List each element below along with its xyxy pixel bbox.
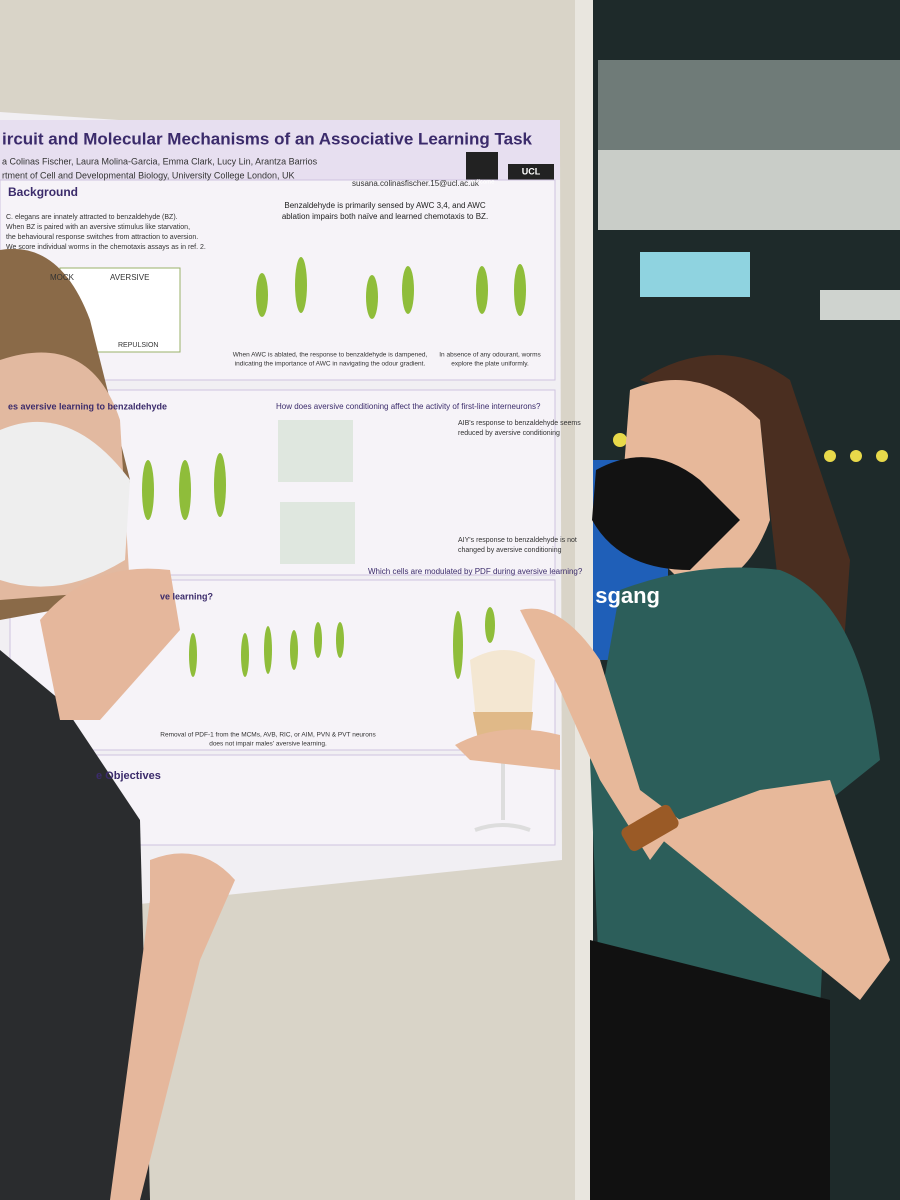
poster-text-line: AIY's response to benzaldehyde is not bbox=[458, 537, 577, 544]
poster-title: ircuit and Molecular Mechanisms of an As… bbox=[2, 129, 533, 148]
right-person-pants bbox=[590, 940, 830, 1200]
section-heading: e Objectives bbox=[96, 770, 161, 782]
poster-text-line: does not impair males' aversive learning… bbox=[209, 741, 327, 748]
poster-text-line: When AWC is ablated, the response to ben… bbox=[233, 352, 428, 359]
condition-label: AVERSIVE bbox=[110, 273, 149, 282]
poster-text-line: In absence of any odourant, worms bbox=[439, 352, 541, 359]
trace-plot bbox=[280, 502, 355, 564]
yellow-lights bbox=[613, 433, 888, 462]
poster-authors: a Colinas Fischer, Laura Molina-Garcia, … bbox=[2, 156, 318, 166]
watch bbox=[621, 804, 679, 852]
door-frame bbox=[598, 150, 900, 230]
logo-text: wellcome bbox=[468, 180, 495, 186]
poster-text-line: explore the plate uniformly. bbox=[451, 361, 529, 368]
violin-plots bbox=[142, 257, 526, 679]
poster-texts: ircuit and Molecular Mechanisms of an As… bbox=[2, 129, 660, 781]
poster-text-line: When BZ is paired with an aversive stimu… bbox=[6, 224, 190, 231]
poster-text-line: C. elegans are innately attracted to ben… bbox=[6, 214, 178, 221]
section-heading: How does aversive conditioning affect th… bbox=[276, 402, 541, 411]
left-person-hand bbox=[40, 568, 180, 720]
poster-email: susana.colinasfischer.15@ucl.ac.uk bbox=[352, 179, 480, 188]
condition-label: MOCK bbox=[50, 273, 75, 282]
poster-text-line: Benzaldehyde is primarily sensed by AWC … bbox=[284, 201, 486, 210]
left-person-clothes bbox=[0, 650, 150, 1200]
ucl-logo bbox=[508, 164, 554, 180]
sign-text: sgang bbox=[595, 583, 660, 608]
poster-text-line: We score individual worms in the chemota… bbox=[6, 244, 206, 251]
left-person-mask bbox=[0, 421, 130, 587]
poster-text-line: indicating the importance of AWC in navi… bbox=[235, 361, 426, 368]
poster-text-line: ablation impairs both naïve and learned … bbox=[282, 212, 488, 221]
right-person-other-hand bbox=[455, 729, 560, 770]
poster-text-line: Removal of PDF-1 from the MCMs, AVB, RIC… bbox=[160, 732, 376, 739]
logo-text: UCL bbox=[522, 166, 541, 176]
ceiling-light bbox=[640, 252, 750, 297]
door-frame-side bbox=[820, 290, 900, 320]
left-person-arm bbox=[110, 853, 235, 1200]
section-heading: es aversive learning to benzaldehyde bbox=[8, 401, 167, 411]
poster-text-line: AIB's response to benzaldehyde seems bbox=[458, 420, 581, 427]
ceiling-beam bbox=[598, 60, 900, 150]
right-person-mask bbox=[592, 457, 740, 570]
section-heading: Background bbox=[8, 185, 78, 199]
right-person-arm bbox=[650, 780, 890, 1000]
wall-edge bbox=[575, 0, 593, 1200]
section-heading: ve learning? bbox=[160, 591, 213, 601]
objectives-panel bbox=[89, 754, 556, 846]
condition-label: REPULSION bbox=[118, 342, 158, 349]
poster-text-line: the behavioural response switches from a… bbox=[6, 234, 198, 241]
poster-text-line: changed by aversive conditioning bbox=[458, 547, 562, 554]
section-heading: Which cells are modulated by PDF during … bbox=[368, 567, 583, 576]
poster-text-line: reduced by aversive conditioning bbox=[458, 430, 560, 437]
poster-affiliation: rtment of Cell and Developmental Biology… bbox=[2, 170, 294, 180]
right-person-hand bbox=[520, 608, 680, 860]
trace-plot bbox=[278, 420, 353, 482]
